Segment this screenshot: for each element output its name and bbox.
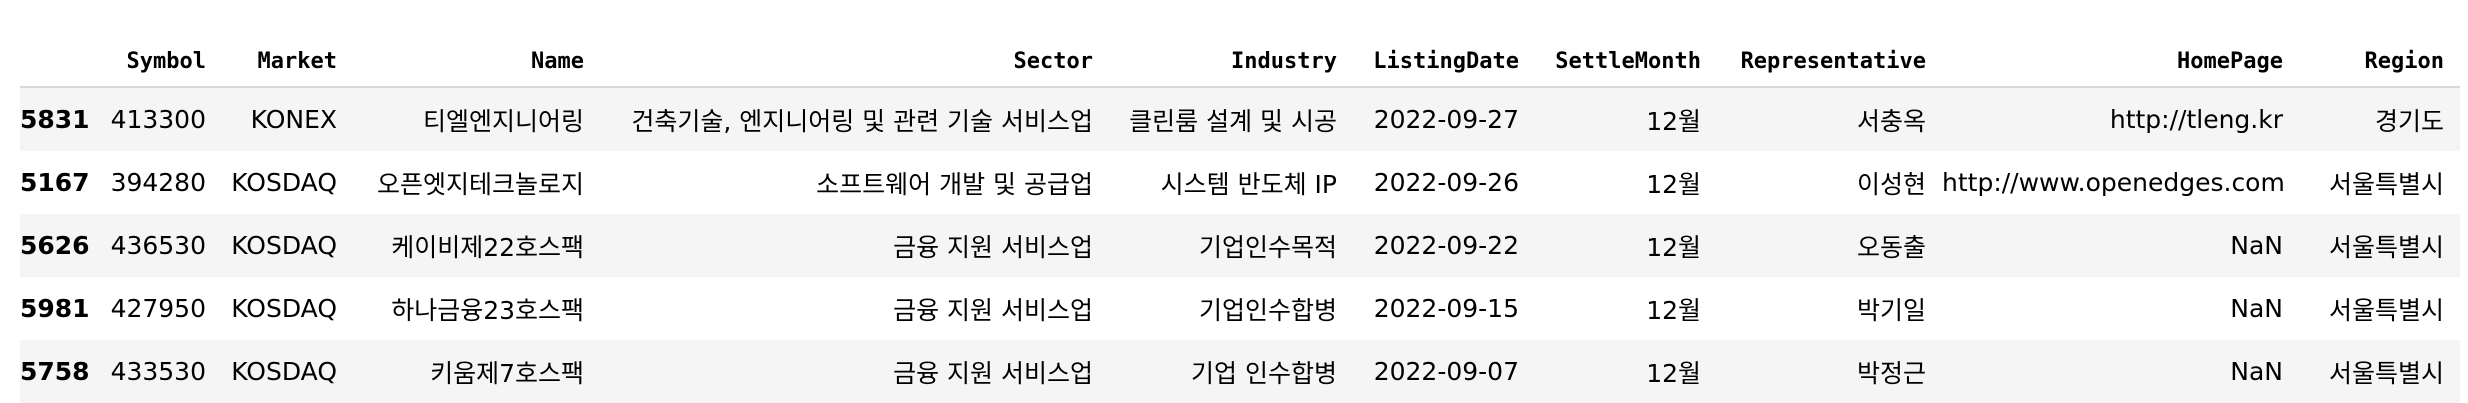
row-index: 5167 [20, 168, 90, 197]
cell-symbol: 413300 [110, 105, 206, 134]
column-header-region: Region [2299, 16, 2460, 88]
row-index: 5626 [20, 231, 90, 260]
table-row: 5758 433530 KOSDAQ 키움제7호스팩 금융 지원 서비스업 기업… [20, 340, 2460, 403]
cell-industry: 기업 인수합병 [1191, 358, 1337, 388]
cell-sector: 금융 지원 서비스업 [893, 232, 1093, 262]
index-header [20, 16, 100, 88]
cell-listingdate: 2022-09-26 [1373, 168, 1519, 197]
cell-settlemonth: 12월 [1646, 295, 1701, 325]
table-row: 5626 436530 KOSDAQ 케이비제22호스팩 금융 지원 서비스업 … [20, 214, 2460, 277]
cell-listingdate: 2022-09-07 [1373, 357, 1519, 386]
column-header-symbol: Symbol [100, 16, 222, 88]
column-header-market: Market [222, 16, 353, 88]
cell-representative: 오동출 [1856, 232, 1926, 262]
cell-region: 서울특별시 [2328, 358, 2444, 388]
column-header-representative: Representative [1717, 16, 1942, 88]
cell-symbol: 427950 [110, 294, 206, 323]
cell-homepage: NaN [2230, 357, 2283, 386]
cell-market: KOSDAQ [231, 231, 337, 260]
cell-listingdate: 2022-09-15 [1373, 294, 1519, 323]
cell-sector: 건축기술, 엔지니어링 및 관련 기술 서비스업 [631, 106, 1093, 136]
column-header-sector: Sector [600, 16, 1109, 88]
cell-symbol: 433530 [110, 357, 206, 386]
table-row: 5981 427950 KOSDAQ 하나금융23호스팩 금융 지원 서비스업 … [20, 277, 2460, 340]
dataframe-table: Symbol Market Name Sector Industry Listi… [20, 16, 2460, 403]
cell-settlemonth: 12월 [1646, 106, 1701, 136]
header-row: Symbol Market Name Sector Industry Listi… [20, 16, 2460, 88]
dataframe-output: Symbol Market Name Sector Industry Listi… [20, 16, 2460, 403]
cell-sector: 소프트웨어 개발 및 공급업 [816, 169, 1093, 199]
cell-name: 오픈엣지테크놀로지 [376, 169, 584, 199]
cell-homepage: NaN [2230, 294, 2283, 323]
row-index: 5758 [20, 357, 90, 386]
cell-representative: 서충옥 [1856, 106, 1926, 136]
cell-listingdate: 2022-09-27 [1373, 105, 1519, 134]
cell-homepage: NaN [2230, 231, 2283, 260]
table-row: 5831 413300 KONEX 티엘엔지니어링 건축기술, 엔지니어링 및 … [20, 87, 2460, 151]
column-header-industry: Industry [1109, 16, 1353, 88]
column-header-homepage: HomePage [1942, 16, 2299, 88]
cell-settlemonth: 12월 [1646, 358, 1701, 388]
table-header: Symbol Market Name Sector Industry Listi… [20, 16, 2460, 88]
cell-market: KONEX [250, 105, 337, 134]
cell-industry: 시스템 반도체 IP [1160, 169, 1337, 199]
cell-symbol: 394280 [110, 168, 206, 197]
row-index: 5981 [20, 294, 90, 323]
cell-industry: 클린룸 설계 및 시공 [1129, 106, 1337, 136]
cell-homepage: http://tleng.kr [2109, 105, 2283, 134]
cell-industry: 기업인수합병 [1198, 295, 1337, 325]
cell-market: KOSDAQ [231, 357, 337, 386]
cell-region: 서울특별시 [2328, 295, 2444, 325]
row-index: 5831 [20, 105, 90, 134]
cell-sector: 금융 지원 서비스업 [893, 358, 1093, 388]
column-header-settlemonth: SettleMonth [1535, 16, 1717, 88]
cell-name: 케이비제22호스팩 [391, 232, 584, 262]
table-row: 5167 394280 KOSDAQ 오픈엣지테크놀로지 소프트웨어 개발 및 … [20, 151, 2460, 214]
cell-name: 키움제7호스팩 [430, 358, 584, 388]
cell-industry: 기업인수목적 [1198, 232, 1337, 262]
cell-name: 하나금융23호스팩 [391, 295, 584, 325]
table-body: 5831 413300 KONEX 티엘엔지니어링 건축기술, 엔지니어링 및 … [20, 87, 2460, 403]
cell-name: 티엘엔지니어링 [422, 106, 584, 136]
cell-market: KOSDAQ [231, 294, 337, 323]
cell-region: 서울특별시 [2328, 169, 2444, 199]
cell-representative: 이성현 [1856, 169, 1926, 199]
column-header-listingdate: ListingDate [1353, 16, 1535, 88]
cell-symbol: 436530 [110, 231, 206, 260]
cell-settlemonth: 12월 [1646, 169, 1701, 199]
cell-settlemonth: 12월 [1646, 232, 1701, 262]
cell-market: KOSDAQ [231, 168, 337, 197]
cell-region: 경기도 [2374, 106, 2444, 136]
column-header-name: Name [353, 16, 600, 88]
cell-representative: 박정근 [1856, 358, 1926, 388]
cell-listingdate: 2022-09-22 [1373, 231, 1519, 260]
cell-region: 서울특별시 [2328, 232, 2444, 262]
cell-sector: 금융 지원 서비스업 [893, 295, 1093, 325]
cell-representative: 박기일 [1856, 295, 1926, 325]
cell-homepage: http://www.openedges.com [1942, 168, 2285, 197]
